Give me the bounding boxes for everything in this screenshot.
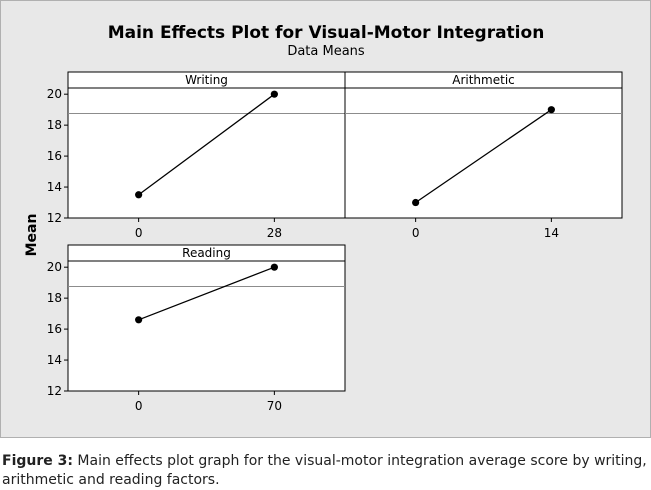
panel-arithmetic: Arithmetic 0 14: [344, 71, 623, 240]
y-tick-label: 20: [47, 87, 62, 101]
series-line-arithmetic: [415, 109, 552, 204]
caption-label: Figure 3:: [2, 453, 73, 469]
main-effects-plot: Main Effects Plot for Visual-Motor Integ…: [24, 23, 623, 413]
y-axis-label: Mean: [24, 214, 40, 257]
caption-text: Main effects plot graph for the visual-m…: [2, 453, 647, 488]
y-tick-label: 16: [47, 149, 62, 163]
x-tick-label: 70: [267, 399, 282, 413]
y-tick-label: 18: [47, 118, 62, 132]
panel-background: [67, 244, 346, 392]
x-tick-label: 14: [544, 226, 559, 240]
series-line-writing: [138, 93, 275, 196]
y-tick-label: 14: [47, 180, 62, 194]
data-point: [547, 106, 555, 114]
chart-subtitle: Data Means: [287, 44, 365, 59]
data-point: [270, 263, 278, 271]
y-tick-label: 18: [47, 291, 62, 305]
data-point: [412, 198, 420, 207]
panel-writing: Writing 12 14 16 18 20 0 28: [47, 71, 346, 240]
figure-caption: Figure 3: Main effects plot graph for th…: [2, 452, 649, 490]
x-tick-label: 28: [267, 226, 282, 240]
y-tick-label: 20: [47, 260, 62, 274]
panel-strip-label: Arithmetic: [452, 73, 515, 87]
panel-background: [344, 71, 623, 219]
data-point: [270, 90, 278, 98]
series-line-reading: [138, 266, 275, 321]
panel-strip-label: Writing: [185, 73, 228, 87]
y-tick-label: 12: [47, 384, 62, 398]
x-tick-label: 0: [135, 399, 143, 413]
y-tick-label: 14: [47, 353, 62, 367]
panel-reading: Reading 12 14 16 18 20 0 70: [47, 244, 346, 413]
data-point: [135, 316, 143, 324]
data-point: [135, 191, 143, 199]
y-tick-label: 16: [47, 322, 62, 336]
panel-strip-label: Reading: [182, 246, 231, 260]
x-tick-label: 0: [412, 226, 420, 240]
x-tick-label: 0: [135, 226, 143, 240]
chart-title: Main Effects Plot for Visual-Motor Integ…: [108, 23, 545, 43]
y-tick-label: 12: [47, 211, 62, 225]
